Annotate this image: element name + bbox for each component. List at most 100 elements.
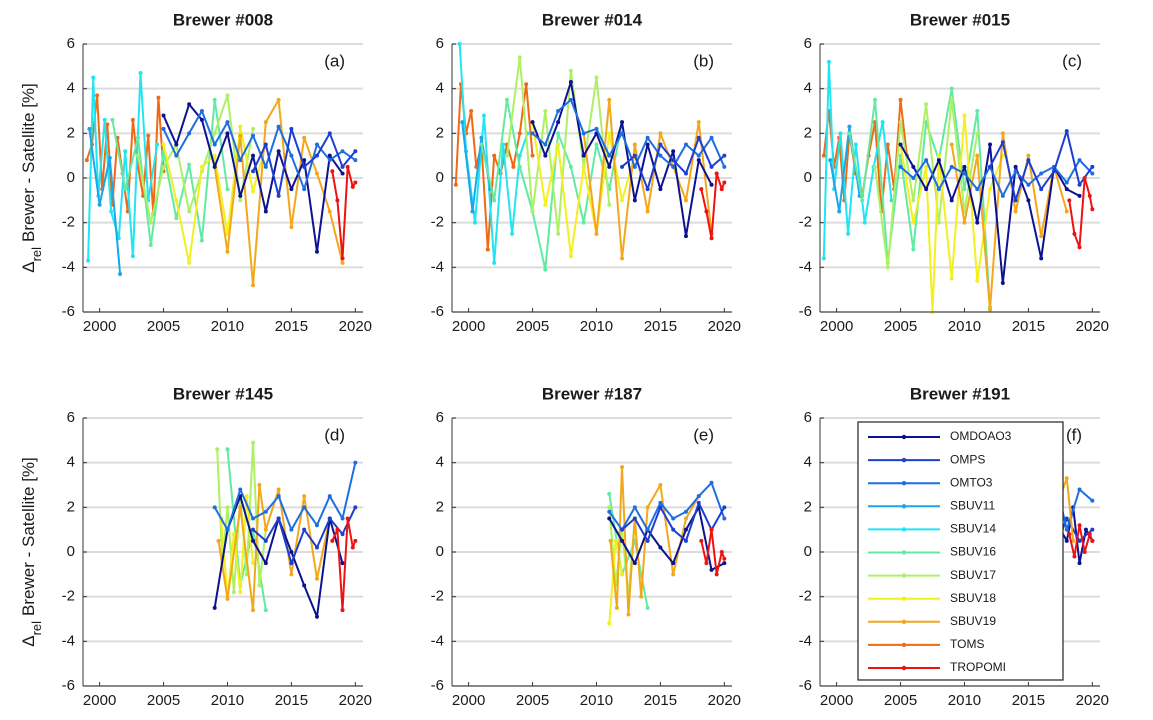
data-point bbox=[645, 605, 650, 610]
data-point bbox=[251, 189, 256, 194]
data-point bbox=[350, 545, 355, 550]
data-point bbox=[276, 97, 281, 102]
data-point bbox=[639, 594, 644, 599]
data-point bbox=[314, 153, 319, 158]
data-point bbox=[174, 153, 179, 158]
data-point bbox=[276, 193, 281, 198]
data-point bbox=[353, 460, 358, 465]
data-point bbox=[885, 142, 890, 147]
data-point bbox=[353, 149, 358, 154]
data-point bbox=[1000, 140, 1005, 145]
data-point bbox=[722, 505, 727, 510]
data-point bbox=[485, 247, 490, 252]
data-point bbox=[911, 198, 916, 203]
data-point bbox=[1000, 193, 1005, 198]
data-point bbox=[335, 198, 340, 203]
data-point bbox=[314, 614, 319, 619]
data-point bbox=[671, 164, 676, 169]
data-point bbox=[161, 142, 166, 147]
data-point bbox=[302, 135, 307, 140]
data-point bbox=[238, 505, 243, 510]
data-point bbox=[118, 272, 123, 277]
data-point bbox=[302, 494, 307, 499]
legend-marker bbox=[901, 665, 907, 671]
x-tick-label: 2010 bbox=[211, 692, 244, 709]
x-tick-label: 2010 bbox=[948, 692, 981, 709]
data-point bbox=[212, 505, 217, 510]
data-point bbox=[1082, 550, 1087, 554]
data-point bbox=[988, 142, 993, 147]
data-point bbox=[696, 158, 701, 163]
data-point bbox=[530, 131, 535, 136]
data-point bbox=[212, 131, 217, 136]
panel-label: (d) bbox=[324, 425, 345, 444]
legend-label: TROPOMI bbox=[950, 660, 1006, 674]
data-point bbox=[911, 164, 916, 169]
data-point bbox=[1013, 169, 1018, 174]
data-point bbox=[155, 142, 160, 147]
data-point bbox=[1026, 158, 1031, 163]
data-point bbox=[263, 509, 268, 514]
data-point bbox=[1067, 532, 1072, 537]
data-point bbox=[530, 209, 535, 214]
data-point bbox=[607, 505, 612, 510]
data-point bbox=[530, 120, 535, 125]
x-tick-label: 2015 bbox=[644, 318, 677, 335]
data-point bbox=[620, 527, 625, 532]
data-point bbox=[699, 187, 704, 192]
data-point bbox=[722, 561, 727, 566]
legend-marker bbox=[901, 642, 907, 648]
data-point bbox=[671, 516, 676, 521]
data-point bbox=[607, 516, 612, 521]
data-point bbox=[543, 153, 548, 158]
data-point bbox=[1064, 516, 1069, 521]
data-point bbox=[314, 545, 319, 550]
data-point bbox=[216, 538, 221, 543]
data-point bbox=[1077, 158, 1082, 163]
data-point bbox=[556, 120, 561, 125]
data-point bbox=[626, 612, 631, 617]
data-point bbox=[110, 117, 115, 122]
data-point bbox=[187, 102, 192, 107]
data-point bbox=[1000, 280, 1005, 285]
y-tick-label: -2 bbox=[431, 588, 444, 605]
series-line bbox=[621, 501, 726, 542]
data-point bbox=[289, 225, 294, 230]
series-line bbox=[608, 493, 649, 608]
data-point bbox=[714, 572, 719, 577]
data-point bbox=[556, 109, 561, 113]
data-point bbox=[696, 135, 701, 140]
data-point bbox=[608, 538, 613, 543]
data-point bbox=[620, 164, 625, 169]
data-point bbox=[340, 561, 345, 566]
data-point bbox=[658, 500, 663, 505]
data-point bbox=[581, 131, 586, 136]
x-tick-label: 2020 bbox=[339, 692, 372, 709]
y-tick-label: 2 bbox=[436, 498, 444, 515]
data-point bbox=[289, 527, 294, 532]
data-point bbox=[302, 583, 307, 588]
data-point bbox=[1082, 176, 1087, 180]
data-point bbox=[683, 171, 688, 176]
data-point bbox=[251, 169, 256, 174]
data-point bbox=[102, 117, 107, 122]
data-point bbox=[212, 605, 217, 610]
data-point bbox=[353, 158, 358, 163]
data-point bbox=[594, 75, 599, 80]
data-point bbox=[187, 162, 192, 167]
data-point bbox=[199, 238, 204, 243]
data-point bbox=[86, 258, 91, 263]
data-point bbox=[543, 267, 548, 272]
data-point bbox=[238, 133, 243, 138]
y-tick-label: 6 bbox=[804, 35, 812, 52]
legend-marker bbox=[901, 434, 907, 440]
data-point bbox=[174, 216, 179, 221]
data-point bbox=[107, 155, 112, 160]
data-point bbox=[632, 561, 637, 566]
data-point bbox=[289, 572, 294, 577]
y-tick-label: 2 bbox=[436, 124, 444, 141]
data-point bbox=[530, 153, 535, 158]
data-point bbox=[581, 220, 586, 225]
y-label-symbol: Δ bbox=[19, 635, 38, 646]
